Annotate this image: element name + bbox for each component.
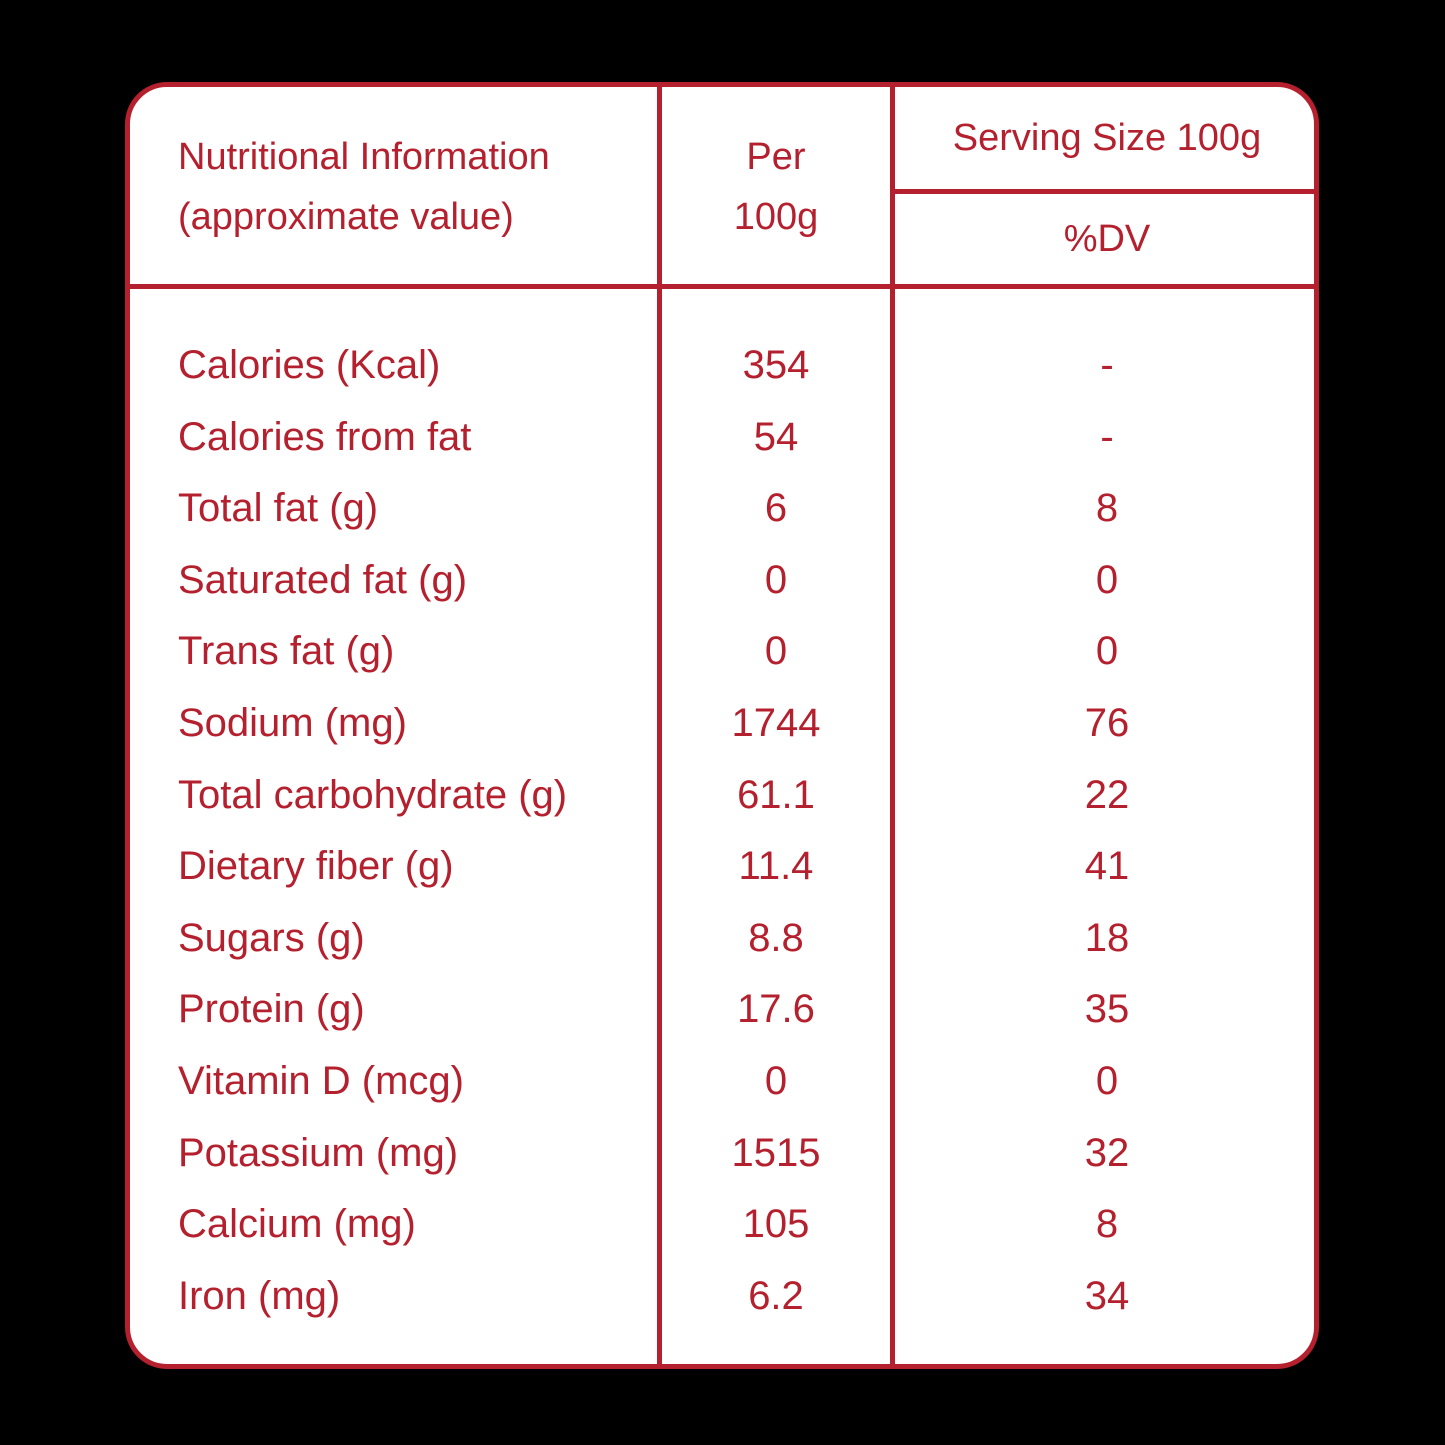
- table-row: Calories (Kcal) 354 -: [130, 330, 1314, 402]
- nutrient-name: Total carbohydrate (g): [178, 772, 568, 817]
- nutrient-name: Iron (mg): [178, 1273, 341, 1318]
- nutrient-dv: 76: [1084, 700, 1130, 745]
- column-divider-left: [657, 87, 662, 1364]
- table-row: Total carbohydrate (g) 61.1 22: [130, 760, 1314, 832]
- header-serving-size: Serving Size 100g: [952, 117, 1262, 159]
- nutrient-per-100g: 11.4: [738, 844, 814, 889]
- nutrient-rows: Calories (Kcal) 354 - Calories from fat …: [130, 330, 1314, 1332]
- nutrient-name: Sodium (mg): [178, 700, 407, 745]
- nutrient-dv: 41: [1084, 844, 1130, 889]
- table-row: Protein (g) 17.6 35: [130, 974, 1314, 1046]
- nutrient-per-100g: 6: [764, 486, 788, 531]
- nutrient-per-100g: 17.6: [737, 987, 815, 1032]
- nutrient-dv: 0: [1095, 1058, 1119, 1103]
- table-row: Potassium (mg) 1515 32: [130, 1118, 1314, 1190]
- serving-divider: [890, 189, 1314, 194]
- nutrient-name: Protein (g): [178, 987, 365, 1032]
- nutrient-dv: 35: [1084, 987, 1130, 1032]
- nutrient-name: Calories from fat: [178, 414, 472, 459]
- nutrient-per-100g: 6.2: [748, 1273, 804, 1318]
- nutrient-per-100g: 105: [742, 1202, 810, 1247]
- nutrient-dv: 32: [1084, 1130, 1130, 1175]
- header-per-line2: 100g: [733, 196, 819, 238]
- nutrient-per-100g: 54: [753, 414, 799, 459]
- nutrient-name: Dietary fiber (g): [178, 844, 454, 889]
- nutrient-dv: 34: [1084, 1273, 1130, 1318]
- nutrient-name: Saturated fat (g): [178, 557, 468, 602]
- table-row: Iron (mg) 6.2 34: [130, 1261, 1314, 1333]
- nutrient-per-100g: 8.8: [748, 915, 804, 960]
- table-row: Calories from fat 54 -: [130, 402, 1314, 474]
- table-row: Dietary fiber (g) 11.4 41: [130, 831, 1314, 903]
- nutrition-table: Nutritional Information (approximate val…: [125, 82, 1319, 1369]
- table-row: Sugars (g) 8.8 18: [130, 903, 1314, 975]
- nutrient-name: Vitamin D (mcg): [178, 1058, 464, 1103]
- nutrient-per-100g: 0: [764, 557, 788, 602]
- nutrient-per-100g: 0: [764, 629, 788, 674]
- nutrient-per-100g: 0: [764, 1058, 788, 1103]
- nutrient-dv: 8: [1095, 486, 1119, 531]
- table-row: Sodium (mg) 1744 76: [130, 688, 1314, 760]
- table-row: Saturated fat (g) 0 0: [130, 545, 1314, 617]
- header-divider: [130, 284, 1314, 289]
- nutrient-dv: -: [1100, 414, 1114, 459]
- nutrient-name: Sugars (g): [178, 915, 365, 960]
- nutrient-name: Trans fat (g): [178, 629, 395, 674]
- nutrient-per-100g: 1515: [731, 1130, 821, 1175]
- nutrient-name: Calcium (mg): [178, 1202, 416, 1247]
- table-row: Trans fat (g) 0 0: [130, 616, 1314, 688]
- column-divider-right: [890, 87, 895, 1364]
- nutrient-per-100g: 354: [742, 343, 810, 387]
- nutrient-dv: 0: [1095, 557, 1119, 602]
- header-per: Per 100g: [662, 127, 890, 247]
- header-label-line1: Nutritional Information: [178, 136, 550, 178]
- table-row: Vitamin D (mcg) 0 0: [130, 1046, 1314, 1118]
- header-label-line2: (approximate value): [178, 196, 514, 238]
- header-dv: %DV: [1063, 218, 1151, 260]
- header-label: Nutritional Information (approximate val…: [178, 127, 550, 247]
- nutrient-dv: -: [1100, 343, 1114, 387]
- header-per-line1: Per: [746, 136, 806, 178]
- nutrient-name: Calories (Kcal): [178, 343, 441, 387]
- nutrient-dv: 18: [1084, 915, 1130, 960]
- nutrient-name: Total fat (g): [178, 486, 379, 531]
- nutrient-name: Potassium (mg): [178, 1130, 459, 1175]
- table-row: Total fat (g) 6 8: [130, 473, 1314, 545]
- table-row: Calcium (mg) 105 8: [130, 1189, 1314, 1261]
- nutrient-per-100g: 1744: [731, 700, 821, 745]
- nutrient-dv: 0: [1095, 629, 1119, 674]
- nutrient-dv: 8: [1095, 1202, 1119, 1247]
- nutrient-dv: 22: [1084, 772, 1130, 817]
- nutrient-per-100g: 61.1: [737, 772, 815, 817]
